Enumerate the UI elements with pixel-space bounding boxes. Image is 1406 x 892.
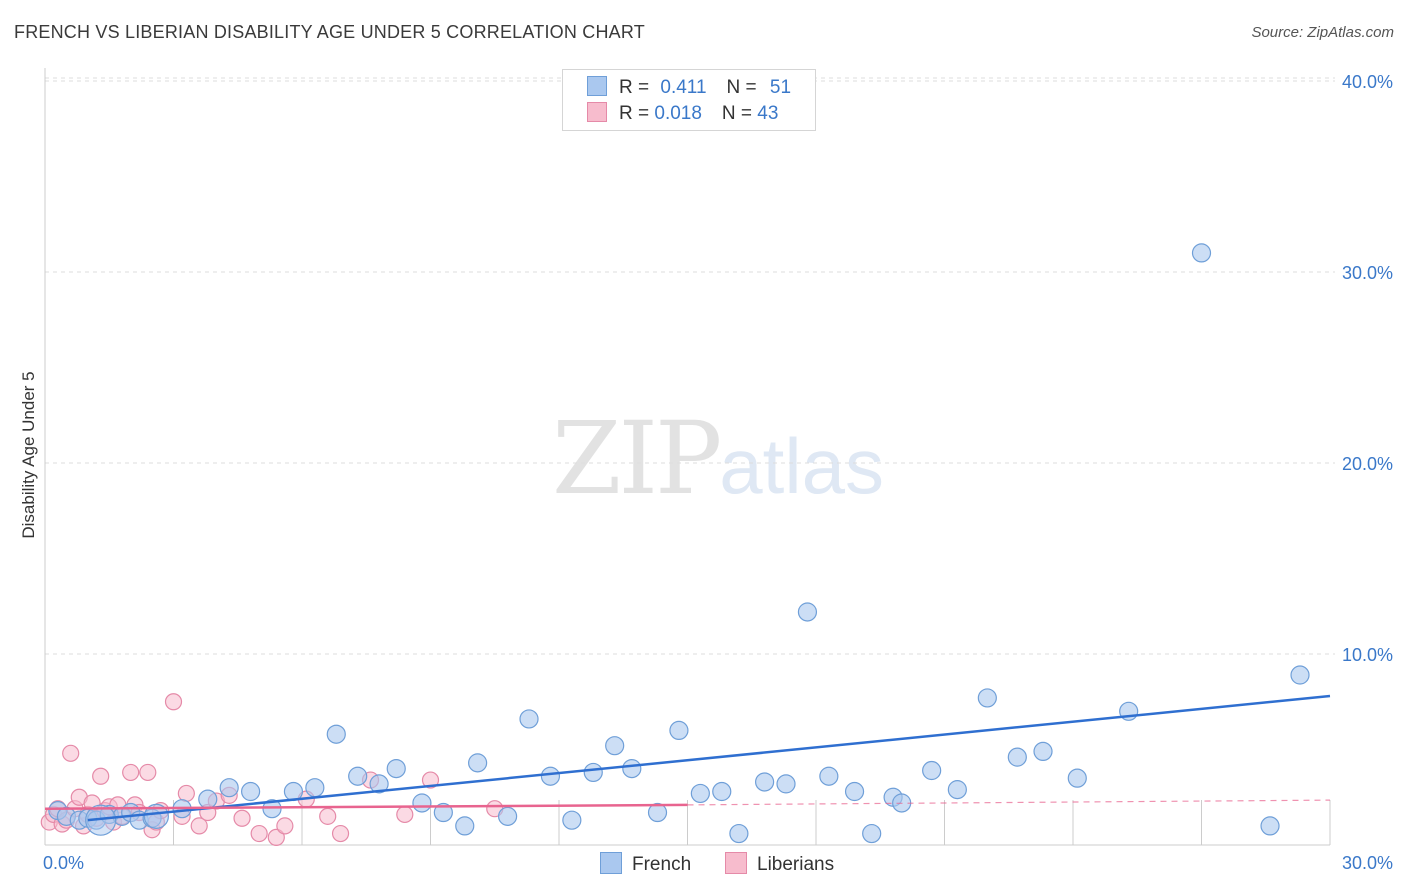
liberian-point	[319, 807, 337, 825]
french-point	[386, 758, 406, 779]
french-point	[219, 778, 239, 798]
liberian-point	[331, 824, 350, 843]
french-point	[669, 720, 689, 741]
french-point	[844, 781, 865, 802]
french-point	[947, 780, 967, 800]
french-point	[729, 823, 749, 844]
y-tick-label: 40.0%	[1342, 72, 1393, 92]
french-point	[647, 802, 668, 823]
french-point	[519, 709, 539, 729]
french-point	[562, 810, 582, 830]
french-point	[198, 789, 218, 809]
french-point	[922, 760, 942, 781]
french-point	[262, 799, 282, 819]
legend-n-label: N =	[721, 103, 758, 124]
watermark-atlas: atlas	[719, 422, 885, 510]
liberian-point	[267, 828, 285, 846]
french-point	[433, 802, 453, 823]
french-point	[977, 688, 997, 708]
french-point	[540, 766, 561, 786]
french-point	[85, 804, 117, 836]
x-tick-labels: 0.0% 30.0%	[43, 853, 1393, 873]
french-point	[819, 766, 839, 786]
french-point	[412, 793, 432, 813]
liberian-point	[139, 763, 157, 782]
french-point	[241, 781, 261, 802]
french-point	[348, 766, 368, 786]
liberian-point	[190, 817, 208, 835]
french-point	[583, 762, 603, 783]
french-point	[690, 783, 710, 804]
legend-r-label: R =	[619, 103, 655, 124]
bottom-legend-liberians: Liberians	[725, 852, 834, 876]
watermark-zip: ZIP	[552, 400, 722, 517]
liberian-point	[177, 784, 195, 803]
legend-r-label: R =	[619, 77, 655, 98]
french-point	[455, 816, 475, 836]
grid	[45, 77, 1335, 655]
french-point	[1033, 741, 1053, 762]
y-tick-label: 30.0%	[1342, 263, 1393, 283]
french-point	[1290, 665, 1310, 685]
liberian-point	[421, 771, 440, 789]
trend-lines	[44, 694, 1331, 822]
french-swatch-icon	[587, 76, 607, 96]
french-point	[754, 772, 775, 792]
french-trend-line	[87, 694, 1331, 822]
french-point	[712, 781, 732, 802]
bottom-legend-liberians-label: Liberians	[757, 854, 835, 875]
liberian-swatch-icon	[587, 102, 607, 122]
liberian-point	[62, 744, 80, 762]
french-point	[468, 753, 488, 773]
french-point	[498, 806, 518, 826]
y-tick-label: 10.0%	[1342, 645, 1393, 665]
bottom-legend-french: French	[600, 852, 691, 876]
french-point	[1191, 243, 1212, 263]
bottom-legend-french-label: French	[632, 854, 692, 875]
legend-row-liberians: R = 0.018 N = 43	[587, 102, 778, 126]
x-tick-label: 30.0%	[1342, 853, 1393, 873]
liberian-point	[164, 693, 183, 711]
y-tick-label: 20.0%	[1342, 454, 1393, 474]
watermark: ZIPatlas	[552, 400, 884, 517]
legend-r-value: 0.018	[654, 103, 702, 124]
liberian-point	[122, 763, 140, 782]
french-point	[622, 758, 642, 779]
legend-n-value: 43	[757, 103, 779, 124]
chart-title: FRENCH VS LIBERIAN DISABILITY AGE UNDER …	[14, 22, 645, 42]
french-point	[776, 774, 796, 794]
french-point	[1007, 747, 1027, 767]
french-point	[1260, 816, 1280, 836]
french-point	[862, 823, 882, 844]
liberian-point	[233, 809, 251, 827]
legend-n-value: 51	[769, 77, 792, 98]
liberian-swatch-icon	[725, 852, 747, 874]
french-point	[797, 602, 818, 622]
legend-r-value: 0.411	[660, 77, 707, 98]
liberian-point	[276, 817, 294, 835]
liberian-point	[92, 767, 110, 785]
stats-legend: R = 0.411 N = 51 R = 0.018 N = 43	[562, 69, 816, 131]
source-label: Source: ZipAtlas.com	[1251, 24, 1394, 41]
french-point	[1067, 768, 1087, 788]
french-point	[305, 778, 325, 798]
y-tick-labels: 10.0% 20.0% 30.0% 40.0%	[1342, 72, 1393, 665]
liberian-point	[396, 805, 414, 824]
french-points	[48, 243, 1310, 844]
french-swatch-icon	[600, 852, 622, 874]
y-axis-label: Disability Age Under 5	[19, 371, 38, 538]
liberian-trend-line	[44, 803, 688, 810]
liberian-point	[250, 824, 268, 843]
french-point	[143, 803, 169, 829]
french-point	[605, 736, 625, 756]
french-point	[326, 724, 346, 744]
legend-n-label: N =	[726, 77, 762, 98]
french-point	[369, 774, 389, 794]
legend-row-french: R = 0.411 N = 51	[587, 76, 791, 100]
x-tick-label: 0.0%	[43, 853, 84, 873]
liberian-trend-extension	[687, 799, 1331, 806]
